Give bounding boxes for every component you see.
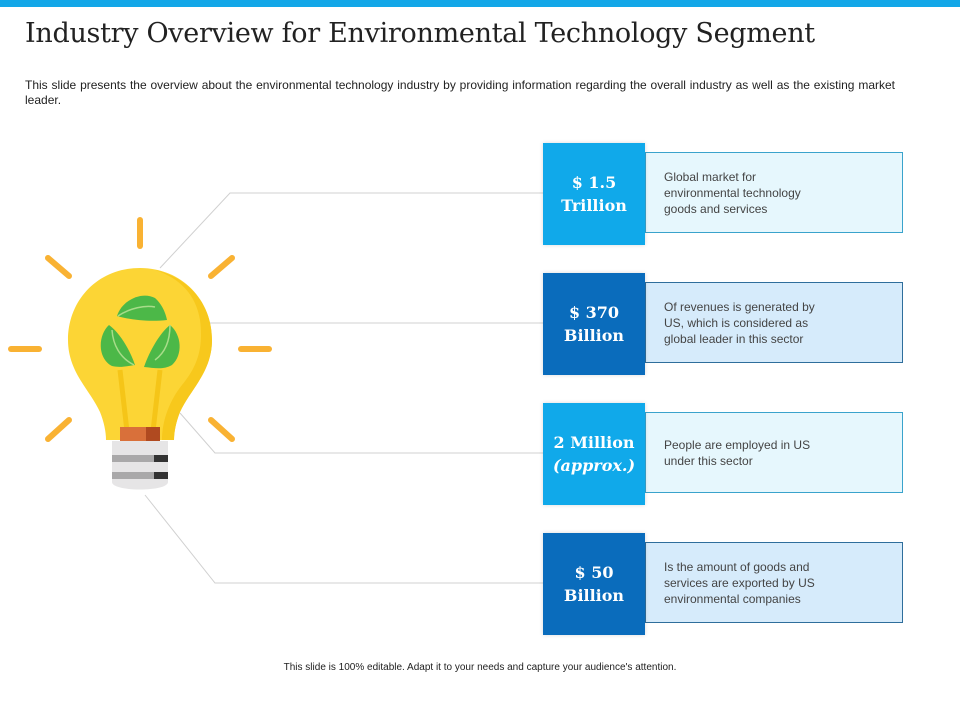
recycle-leaves-icon [100,295,180,369]
stat-unit: Billion [563,586,625,605]
connector-line [144,494,543,584]
page-title: Industry Overview for Environmental Tech… [25,18,815,49]
stat-value: $ 50 [574,563,614,582]
connector-line [159,192,543,269]
connector-lines [144,192,543,584]
footer-note: This slide is 100% editable. Adapt it to… [283,662,677,673]
stat-unit: Billion [563,326,625,345]
stat-row-exports: $ 50 Billion Is the amount of goods and s… [543,533,906,635]
stat-value: $ 1.5 [571,173,617,192]
top-accent-bar [0,0,960,7]
stat-value-box: 2 Million (approx.) [543,403,645,505]
stat-unit: Trillion [561,196,627,215]
connector-line [179,412,543,454]
light-rays-icon [8,217,272,442]
stat-value-box: $ 370 Billion [543,273,645,375]
stat-value: $ 370 [568,303,620,322]
stat-unit: (approx.) [552,456,636,475]
stat-description: Global market for environmental technolo… [645,152,903,233]
stat-value-box: $ 50 Billion [543,533,645,635]
stat-row-employment: 2 Million (approx.) People are employed i… [543,403,906,505]
stat-description: Is the amount of goods and services are … [645,542,903,623]
stat-row-global-market: $ 1.5 Trillion Global market for environm… [543,143,906,245]
stat-value: 2 Million [553,433,635,452]
stat-value-box: $ 1.5 Trillion [543,143,645,245]
page-subtitle: This slide presents the overview about t… [25,78,895,107]
bulb-icon [68,268,212,490]
stat-row-us-revenue: $ 370 Billion Of revenues is generated by… [543,273,906,375]
stat-description: Of revenues is generated by US, which is… [645,282,903,363]
stat-description: People are employed in US under this sec… [645,412,903,493]
